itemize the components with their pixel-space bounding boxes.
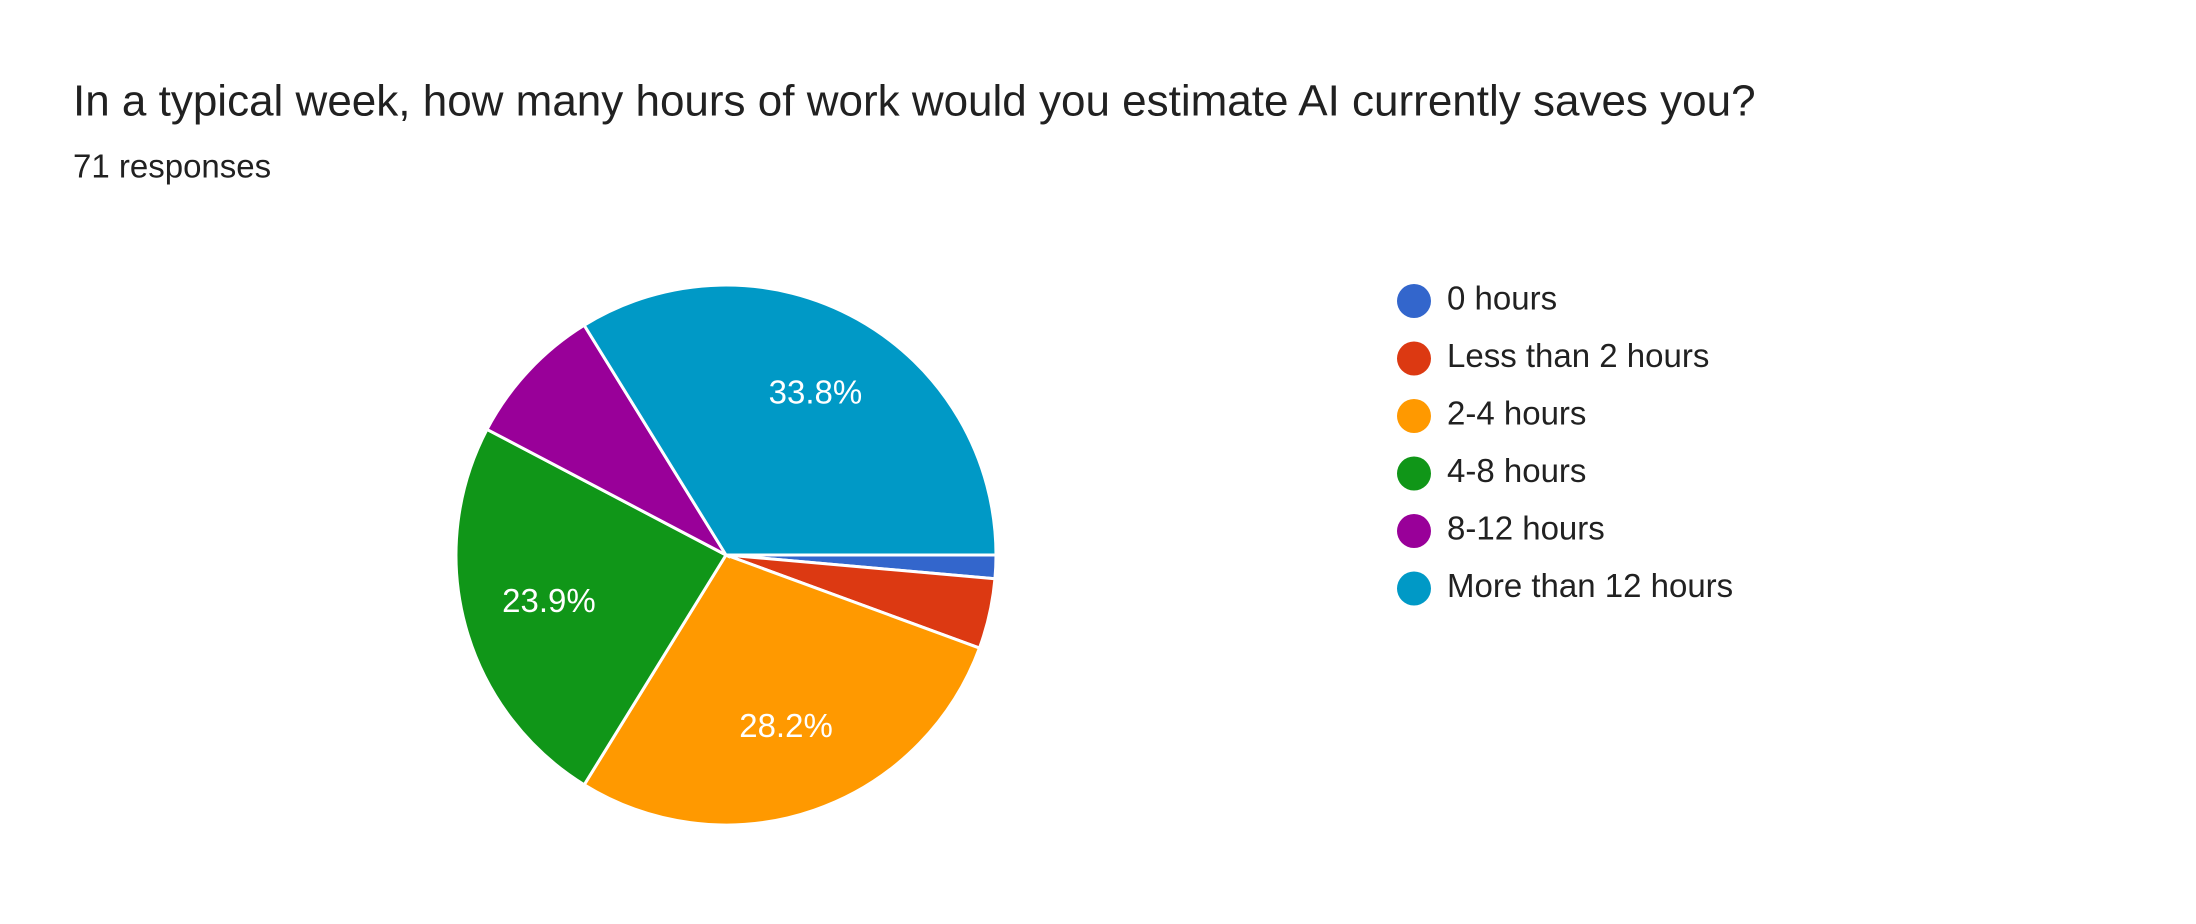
- pie-slice: [582, 553, 982, 827]
- pie-slice: [582, 283, 998, 557]
- legend-marker: [1397, 456, 1431, 491]
- legend-marker: [1397, 514, 1431, 548]
- legend-label: 4-8 hours: [1447, 452, 1586, 489]
- chart-title: In a typical week, how many hours of wor…: [73, 77, 1756, 126]
- legend-marker: [1397, 284, 1431, 318]
- legend-marker: [1397, 399, 1431, 433]
- data-label: 33.8%: [769, 373, 863, 410]
- legend-marker: [1397, 571, 1431, 606]
- legend-label: 8-12 hours: [1447, 510, 1605, 547]
- data-label: 23.9%: [502, 582, 596, 619]
- legend-marker: [1397, 341, 1431, 376]
- pie-slice: [454, 427, 729, 787]
- legend-label: More than 12 hours: [1447, 567, 1733, 604]
- pie-slice: [484, 323, 731, 559]
- chart-subtitle: 71 responses: [73, 148, 271, 185]
- legend-label: 2-4 hours: [1447, 395, 1586, 432]
- legend-label: 0 hours: [1447, 280, 1557, 317]
- data-label: 28.2%: [739, 707, 833, 744]
- legend-label: Less than 2 hours: [1447, 337, 1709, 374]
